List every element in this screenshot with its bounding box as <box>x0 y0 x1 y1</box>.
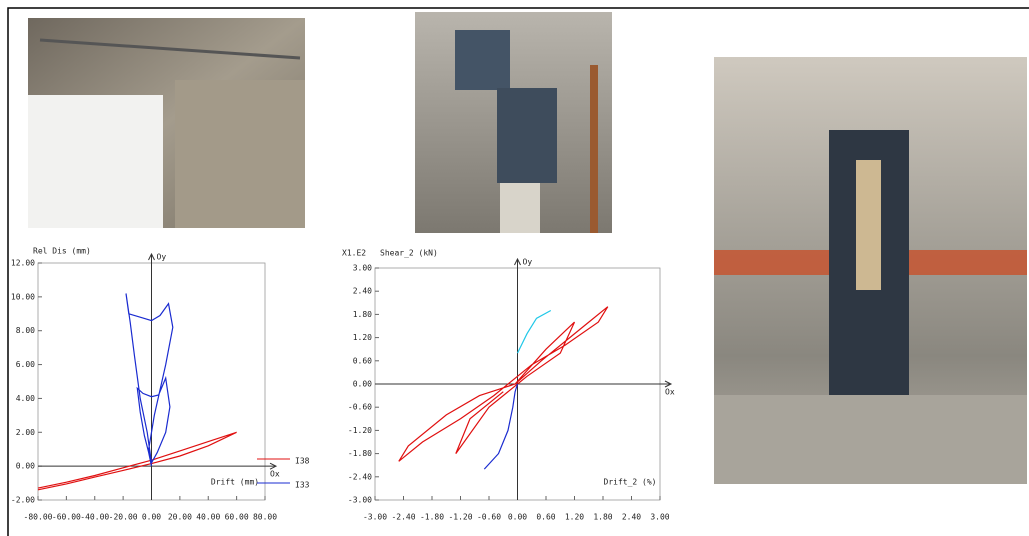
x-tick-label: 20.00 <box>168 513 192 522</box>
y-axis-label: Shear_2 (kN) <box>380 249 438 258</box>
photo-wrapped-column <box>714 57 1027 484</box>
y-axis-name: Oy <box>157 253 167 262</box>
x-tick-label: 2.40 <box>622 513 641 522</box>
x-axis-name: Ox <box>270 470 280 479</box>
x-tick-label: 0.60 <box>536 513 555 522</box>
y-tick-label: -0.60 <box>348 403 372 412</box>
legend-label: I38 <box>295 457 310 466</box>
x-axis-label: Drift_2 (%) <box>604 478 657 487</box>
x-tick-label: -2.40 <box>391 513 415 522</box>
x-tick-label: -1.20 <box>448 513 472 522</box>
x-tick-label: 60.00 <box>225 513 249 522</box>
y-tick-label: -3.00 <box>348 496 372 505</box>
x-tick-label: -1.80 <box>420 513 444 522</box>
y-tick-label: 8.00 <box>16 326 35 335</box>
x-tick-label: -0.60 <box>477 513 501 522</box>
x-tick-label: -20.00 <box>109 513 138 522</box>
series-line <box>126 294 173 467</box>
x-tick-label: 80.00 <box>253 513 277 522</box>
y-tick-label: -1.20 <box>348 426 372 435</box>
series-line <box>518 311 551 354</box>
y-tick-label: -2.00 <box>11 496 35 505</box>
y-axis-name: Oy <box>523 258 533 267</box>
x-tick-label: -40.00 <box>80 513 109 522</box>
legend-label: I33 <box>295 481 310 490</box>
y-tick-label: 2.00 <box>16 428 35 437</box>
page: -2.00 0.00 2.00 4.00 6.00 8.00 10.00 12.00 -80.0… <box>0 0 1029 536</box>
x-tick-label: 3.00 <box>650 513 669 522</box>
x-tick-label: -80.00 <box>24 513 53 522</box>
x-axis-label: Drift (mm) <box>211 478 259 487</box>
x-tick-label: 1.20 <box>565 513 584 522</box>
x-tick-label: -3.00 <box>363 513 387 522</box>
x-tick-label: 0.00 <box>508 513 527 522</box>
photo-joint <box>28 18 305 228</box>
x-tick-label: 1.80 <box>593 513 612 522</box>
x-axis-name: Ox <box>665 388 675 397</box>
y-axis-label: Rel Dis (mm) <box>33 247 91 256</box>
y-tick-label: 1.80 <box>353 310 372 319</box>
y-tick-label: -1.80 <box>348 449 372 458</box>
y-tick-label: 10.00 <box>11 292 35 301</box>
y-tick-label: 12.00 <box>11 259 35 268</box>
y-tick-label: 6.00 <box>16 360 35 369</box>
y-tick-label: 4.00 <box>16 394 35 403</box>
x-tick-label: -60.00 <box>52 513 81 522</box>
figure: -2.00 0.00 2.00 4.00 6.00 8.00 10.00 12.00 -80.0… <box>0 0 1029 536</box>
y-tick-label: 0.00 <box>353 380 372 389</box>
y-tick-label: 0.00 <box>16 462 35 471</box>
photo-column <box>415 12 612 233</box>
y-tick-label: 2.40 <box>353 287 372 296</box>
y-tick-label: 1.20 <box>353 333 372 342</box>
x-tick-label: 0.00 <box>142 513 161 522</box>
x-tick-label: 40.00 <box>196 513 220 522</box>
scale-label: X1.E2 <box>342 249 366 258</box>
y-tick-label: -2.40 <box>348 472 372 481</box>
y-tick-label: 0.60 <box>353 356 372 365</box>
y-tick-label: 3.00 <box>353 264 372 273</box>
series-line <box>38 432 237 490</box>
